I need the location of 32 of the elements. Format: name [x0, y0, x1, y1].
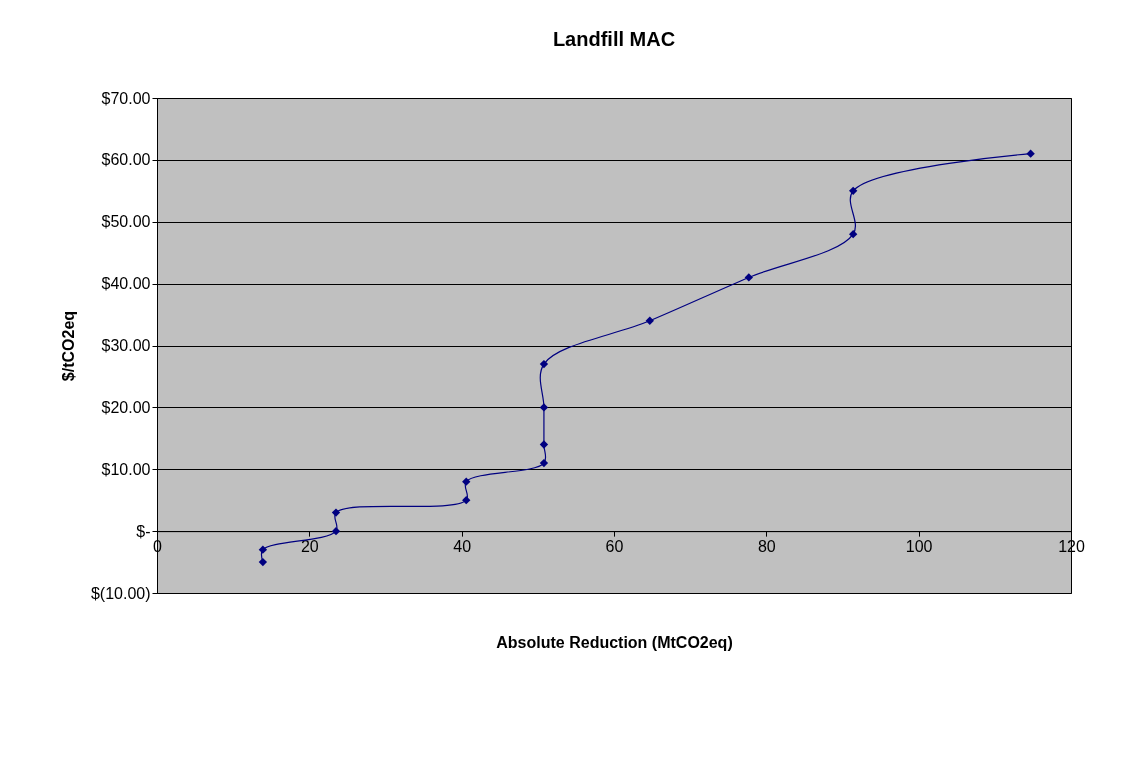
x-tick-label: 20 [300, 537, 319, 555]
point [539, 458, 549, 468]
point [258, 545, 268, 554]
y-tick-label: $30.00 [101, 337, 151, 354]
point [258, 557, 268, 567]
x-axis-title: Absolute Reduction (MtCO2eq) [496, 633, 733, 651]
x-tick-label: 60 [605, 537, 624, 555]
point [848, 186, 858, 195]
point [331, 526, 341, 536]
y-tick-label: $20.00 [101, 398, 151, 416]
point [462, 477, 471, 486]
point [331, 508, 341, 517]
y-axis-title: $/tCO2eq [59, 310, 77, 382]
point [539, 440, 549, 449]
y-tick-label: $50.00 [101, 213, 151, 231]
point [645, 316, 654, 325]
point [539, 359, 549, 369]
y-tick-label: $- [136, 522, 151, 540]
point [848, 229, 858, 239]
y-tick-label: $(10.00) [90, 584, 151, 602]
point [539, 403, 549, 412]
x-tick-label: 80 [757, 537, 776, 555]
point [462, 496, 471, 505]
chart-title: Landfill MAC [552, 28, 676, 50]
y-tick-label: $40.00 [101, 275, 151, 293]
x-tick-label: 40 [453, 537, 472, 555]
x-tick-label: 100 [905, 537, 933, 555]
y-tick-label: $10.00 [101, 460, 151, 478]
point [744, 273, 753, 282]
point [1026, 149, 1035, 158]
y-tick-label: $60.00 [101, 151, 151, 169]
y-tick-label: $70.00 [101, 89, 151, 107]
